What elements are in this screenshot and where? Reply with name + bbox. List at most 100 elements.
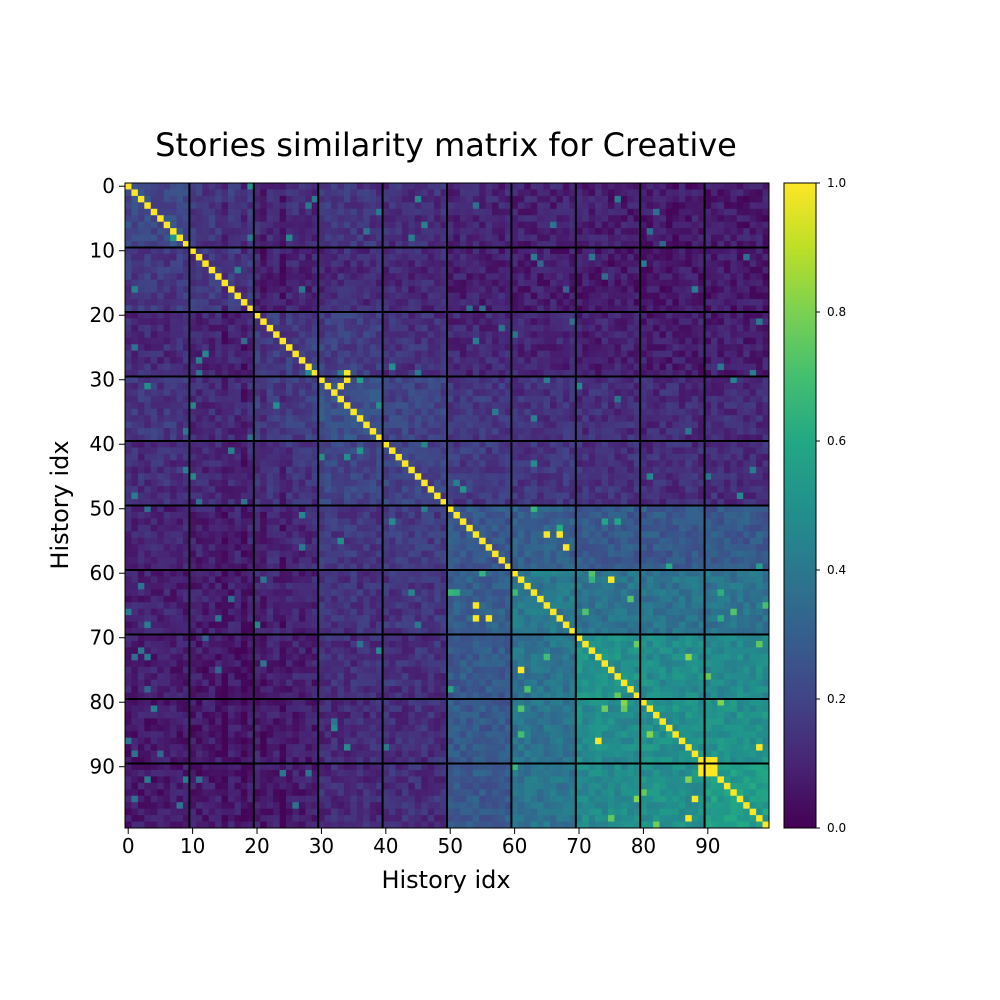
- heatmap-cell: [691, 350, 699, 358]
- heatmap-cell: [163, 363, 171, 371]
- heatmap-cell: [298, 466, 306, 474]
- heatmap-cell: [601, 350, 609, 358]
- heatmap-cell: [343, 376, 351, 384]
- heatmap-cell: [350, 408, 358, 416]
- heatmap-cell: [556, 357, 564, 364]
- heatmap-cell: [504, 402, 512, 410]
- heatmap-cell: [215, 389, 222, 397]
- heatmap-cell: [685, 234, 693, 242]
- heatmap-cell: [170, 305, 177, 313]
- heatmap-cell: [459, 195, 467, 203]
- heatmap-cell: [382, 395, 390, 403]
- heatmap-cell: [569, 492, 577, 500]
- heatmap-cell: [633, 441, 641, 448]
- heatmap-cell: [157, 234, 165, 242]
- heatmap-cell: [608, 382, 615, 390]
- heatmap-cell: [717, 215, 725, 223]
- heatmap-cell: [144, 266, 152, 274]
- heatmap-cell: [698, 434, 705, 442]
- heatmap-cell: [595, 221, 602, 229]
- heatmap-cell: [492, 492, 499, 500]
- heatmap-cell: [350, 357, 358, 364]
- heatmap-cell: [588, 395, 596, 403]
- heatmap-cell: [434, 389, 441, 397]
- heatmap-cell: [685, 402, 693, 410]
- heatmap-cell: [530, 305, 538, 313]
- heatmap-cell: [240, 428, 248, 435]
- heatmap-cell: [298, 370, 306, 377]
- heatmap-cell: [240, 363, 248, 371]
- heatmap-cell: [260, 312, 268, 319]
- heatmap-cell: [182, 350, 190, 358]
- heatmap-cell: [524, 466, 532, 474]
- heatmap-cell: [324, 389, 332, 397]
- heatmap-cell: [150, 318, 158, 326]
- heatmap-cell: [685, 260, 693, 268]
- heatmap-cell: [653, 318, 660, 326]
- heatmap-cell: [659, 473, 667, 481]
- heatmap-cell: [472, 408, 480, 416]
- heatmap-cell: [472, 292, 480, 300]
- heatmap-cell: [247, 337, 255, 345]
- heatmap-cell: [711, 195, 718, 203]
- heatmap-cell: [762, 312, 770, 319]
- heatmap-cell: [324, 337, 332, 345]
- heatmap-cell: [704, 344, 712, 352]
- heatmap-cell: [298, 266, 306, 274]
- heatmap-cell: [292, 382, 300, 390]
- heatmap-cell: [614, 273, 622, 281]
- heatmap-cell: [170, 266, 177, 274]
- heatmap-cell: [208, 434, 216, 442]
- heatmap-cell: [601, 292, 609, 300]
- heatmap-cell: [627, 318, 635, 326]
- heatmap-cell: [414, 486, 422, 493]
- heatmap-cell: [150, 266, 158, 274]
- heatmap-cell: [492, 370, 499, 377]
- heatmap-cell: [711, 395, 718, 403]
- heatmap-cell: [582, 286, 590, 294]
- heatmap-cell: [608, 466, 615, 474]
- heatmap-cell: [717, 473, 725, 481]
- heatmap-cell: [717, 492, 725, 500]
- heatmap-cell: [543, 421, 551, 429]
- heatmap-cell: [717, 195, 725, 203]
- heatmap-cell: [305, 228, 313, 235]
- heatmap-cell: [543, 460, 551, 468]
- heatmap-cell: [215, 473, 222, 481]
- heatmap-cell: [356, 228, 364, 235]
- heatmap-cell: [504, 266, 512, 274]
- heatmap-cell: [215, 350, 222, 358]
- heatmap-cell: [756, 202, 763, 210]
- heatmap-cell: [627, 266, 635, 274]
- heatmap-cell: [350, 318, 358, 326]
- heatmap-cell: [672, 247, 680, 255]
- heatmap-cell: [511, 324, 519, 332]
- heatmap-cell: [382, 389, 390, 397]
- heatmap-cell: [273, 453, 280, 461]
- heatmap-cell: [131, 273, 139, 281]
- heatmap-cell: [337, 363, 345, 371]
- heatmap-cell: [350, 253, 358, 261]
- heatmap-cell: [195, 370, 203, 377]
- heatmap-cell: [595, 428, 602, 435]
- heatmap-cell: [588, 183, 596, 190]
- heatmap-cell: [640, 415, 648, 423]
- heatmap-cell: [543, 395, 551, 403]
- heatmap-cell: [253, 466, 261, 474]
- heatmap-cell: [524, 389, 532, 397]
- heatmap-cell: [614, 189, 622, 197]
- heatmap-cell: [466, 234, 474, 242]
- heatmap-cell: [459, 473, 467, 481]
- heatmap-cell: [389, 441, 396, 448]
- heatmap-cell: [459, 441, 467, 448]
- heatmap-cell: [717, 357, 725, 364]
- heatmap-cell: [195, 266, 203, 274]
- heatmap-cell: [318, 434, 326, 442]
- heatmap-cell: [485, 370, 493, 377]
- heatmap-cell: [550, 260, 557, 268]
- heatmap-cell: [672, 376, 680, 384]
- heatmap-cell: [331, 389, 338, 397]
- heatmap-cell: [273, 460, 280, 468]
- heatmap-cell: [305, 453, 313, 461]
- heatmap-cell: [485, 402, 493, 410]
